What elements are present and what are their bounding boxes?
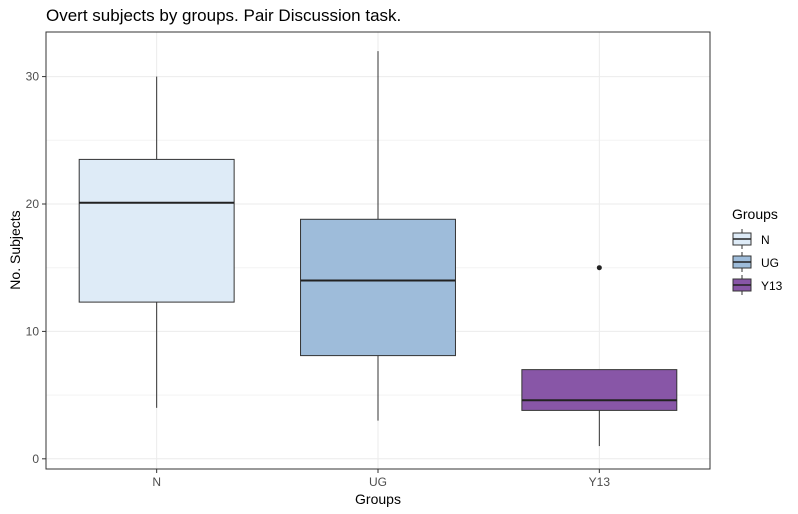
boxes [78, 51, 678, 447]
box-body [300, 218, 456, 357]
legend: Groups N UG Y13 [732, 206, 783, 295]
legend-label: N [761, 233, 770, 247]
legend-item-ug: UG [732, 252, 779, 272]
y-axis: 0 10 20 30 [26, 70, 46, 466]
y-tick-label: 20 [26, 197, 40, 211]
outlier-point [596, 265, 602, 271]
y-tick-label: 0 [32, 452, 39, 466]
legend-item-y13: Y13 [732, 275, 783, 295]
x-tick-label: N [152, 475, 161, 489]
box-n [78, 76, 235, 408]
box-ug [300, 51, 456, 421]
x-tick-label: Y13 [589, 475, 611, 489]
x-axis-title: Groups [355, 491, 401, 507]
box-body [78, 158, 235, 303]
legend-label: Y13 [761, 279, 783, 293]
x-tick-label: UG [369, 475, 387, 489]
y-tick-label: 30 [26, 70, 40, 84]
legend-item-n: N [732, 229, 770, 249]
box-body [521, 369, 678, 411]
chart-title: Overt subjects by groups. Pair Discussio… [46, 6, 402, 25]
legend-label: UG [761, 256, 779, 270]
x-axis: N UG Y13 [152, 469, 610, 489]
y-axis-title: No. Subjects [7, 210, 23, 289]
y-tick-label: 10 [26, 324, 40, 338]
legend-title: Groups [732, 206, 778, 222]
box-y13 [521, 265, 678, 447]
